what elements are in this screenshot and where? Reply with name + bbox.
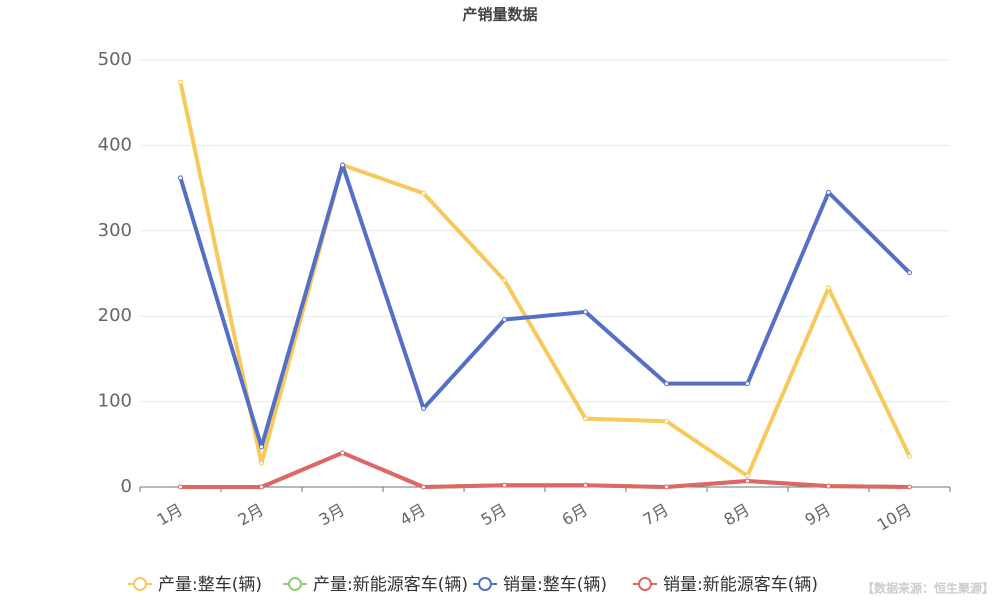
point (745, 473, 750, 479)
point (178, 79, 183, 85)
legend-marker (133, 577, 147, 591)
point (907, 484, 912, 490)
legend-label: 产量:新能源客车(辆) (313, 575, 468, 595)
y-tick-label: 300 (98, 220, 132, 241)
chart-title: 产销量数据 (462, 6, 537, 24)
series-line (180, 450, 910, 489)
legend-marker (638, 577, 652, 591)
legend-label: 产量:整车(辆) (158, 575, 262, 595)
y-tick-label: 500 (98, 49, 132, 70)
point (259, 484, 264, 490)
x-tick-label: 5月 (478, 500, 510, 530)
point (907, 453, 912, 459)
x-tick-label: 3月 (316, 500, 348, 530)
series-line (178, 163, 911, 449)
point (583, 309, 588, 315)
point (178, 484, 183, 490)
y-tick-label: 100 (98, 391, 132, 412)
point (583, 482, 588, 488)
x-tick-label: 7月 (640, 500, 672, 530)
point (664, 418, 669, 424)
series-line (178, 81, 912, 478)
point (502, 482, 507, 488)
y-tick-label: 0 (121, 476, 132, 497)
point (340, 162, 345, 168)
y-tick-label: 200 (98, 305, 132, 326)
x-tick-label: 2月 (235, 500, 267, 530)
x-tick-label: 10月 (874, 500, 915, 535)
point (421, 405, 426, 411)
point (178, 175, 183, 181)
point (340, 450, 345, 456)
source-note: 【数据来源：恒生聚源】 (862, 581, 994, 596)
point (826, 285, 831, 291)
legend-marker (288, 577, 302, 591)
x-tick-label: 8月 (721, 500, 753, 530)
legend-item: 产量:整车(辆) (128, 575, 262, 595)
point (664, 484, 669, 490)
y-tick-label: 400 (98, 134, 132, 155)
point (745, 381, 750, 387)
point (502, 277, 507, 283)
legend-item: 销量:新能源客车(辆) (633, 575, 818, 595)
point (421, 190, 426, 196)
legend-item: 产量:新能源客车(辆) (283, 575, 468, 595)
legend-marker (478, 577, 492, 591)
x-tick-label: 1月 (154, 500, 186, 530)
point (502, 317, 507, 323)
legend-item: 销量:整车(辆) (473, 575, 607, 595)
point (745, 478, 750, 484)
point (421, 484, 426, 490)
point (907, 270, 912, 276)
x-tick-label: 6月 (559, 500, 591, 530)
point (259, 460, 264, 466)
x-tick-label: 9月 (802, 500, 834, 530)
point (826, 189, 831, 195)
point (259, 444, 264, 450)
point (583, 416, 588, 422)
point (826, 483, 831, 489)
x-tick-label: 4月 (397, 500, 429, 530)
point (664, 381, 669, 387)
series-line (180, 450, 910, 489)
legend-label: 销量:整车(辆) (503, 575, 607, 595)
legend-label: 销量:新能源客车(辆) (663, 575, 818, 595)
